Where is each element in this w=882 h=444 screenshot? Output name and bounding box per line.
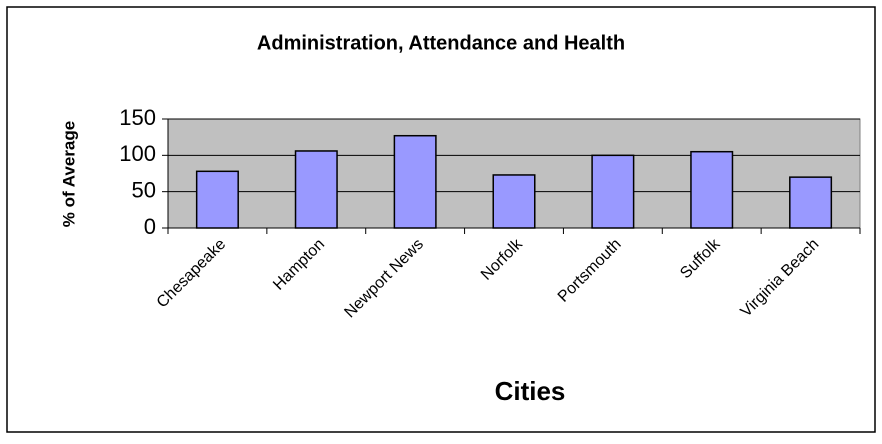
bar bbox=[195, 170, 239, 229]
y-tick-label: 100 bbox=[119, 141, 156, 166]
chart-title: Administration, Attendance and Health bbox=[257, 32, 625, 54]
x-axis-label: Cities bbox=[495, 376, 566, 406]
y-tick-label: 150 bbox=[119, 105, 156, 130]
y-axis-label: % of Average bbox=[59, 121, 78, 227]
bar bbox=[294, 150, 338, 229]
bar bbox=[393, 134, 437, 229]
bar bbox=[789, 176, 833, 229]
y-tick-label: 0 bbox=[144, 214, 156, 239]
y-tick-label: 50 bbox=[132, 177, 156, 202]
bar bbox=[690, 150, 734, 229]
bar bbox=[492, 174, 536, 229]
bar bbox=[591, 154, 635, 229]
